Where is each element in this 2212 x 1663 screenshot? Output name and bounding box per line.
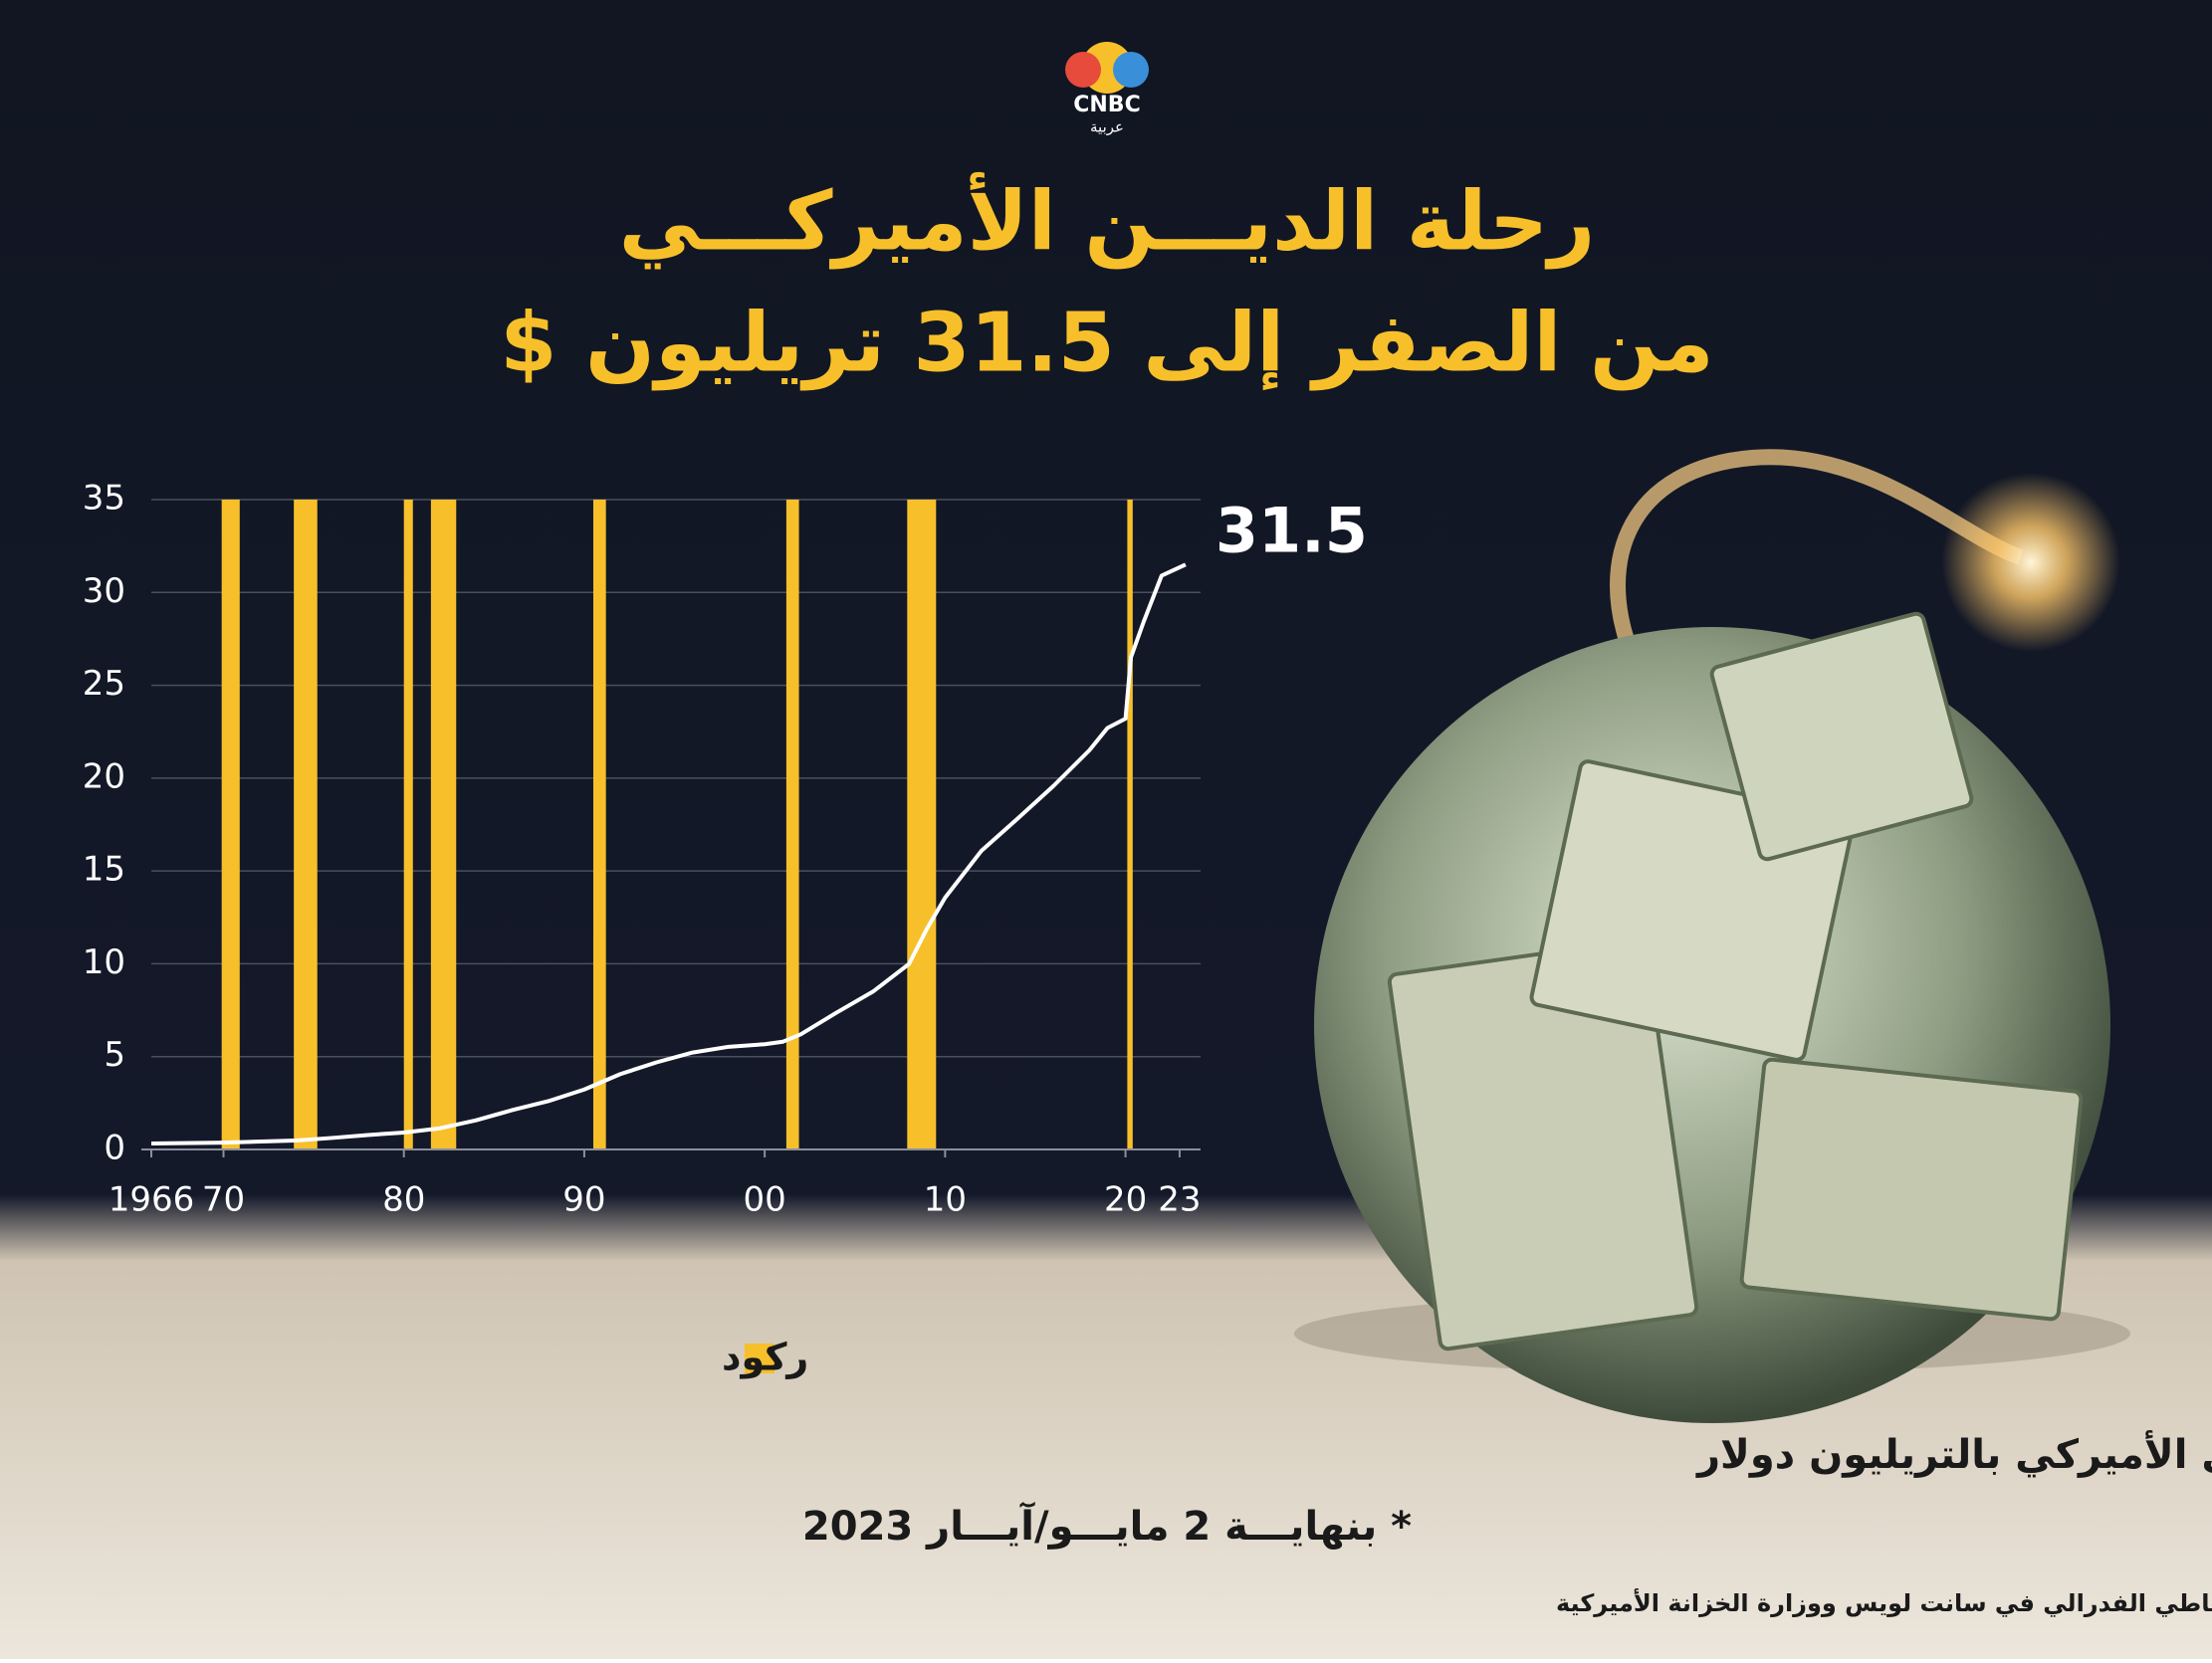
banknote [1709, 611, 1974, 862]
logo-mark [1113, 52, 1149, 88]
y-tick-label: 25 [83, 664, 125, 704]
x-tick-label: 00 [744, 1180, 786, 1220]
logo-subtext: عربية [1090, 118, 1124, 136]
y-tick-label: 30 [83, 571, 125, 611]
chart-title: رحلة الديـــن الأميركـــي [619, 171, 1596, 269]
x-tick-label: 80 [382, 1180, 425, 1220]
x-tick-label: 20 [1104, 1180, 1147, 1220]
end-value-label: 31.5 [1216, 494, 1368, 566]
y-tick-label: 35 [83, 479, 125, 519]
recession-band [221, 500, 240, 1149]
logo-text: CNBC [1073, 93, 1140, 117]
x-tick-label: 23 [1158, 1180, 1201, 1220]
recession-band [294, 500, 318, 1149]
recession-band [592, 500, 606, 1149]
legend-label: ركود [722, 1336, 808, 1379]
y-tick-label: 15 [83, 850, 125, 890]
logo-mark [1065, 52, 1101, 88]
x-tick-label: 10 [924, 1180, 967, 1220]
recession-band [403, 500, 413, 1149]
spark [1941, 473, 2120, 652]
legend-swatch [745, 1344, 774, 1373]
x-tick-label: 70 [202, 1180, 245, 1220]
y-tick-label: 20 [83, 756, 125, 796]
chart-subtitle: من الصفر إلى 31.5 تريليون $ [500, 296, 1713, 391]
recession-band [430, 500, 457, 1149]
banknote [1739, 1057, 2084, 1322]
y-tick-label: 0 [104, 1129, 125, 1168]
description: إجمالي الدين العام الفدرالي الأميركي بال… [1695, 1429, 2212, 1478]
x-tick-label: 1966 [109, 1180, 195, 1220]
banknote [1387, 937, 1699, 1351]
debt-line [150, 562, 1187, 1146]
recession-band [1127, 500, 1133, 1149]
note: * بنهايـــة 2 مايـــو/آيـــار 2023 [802, 1501, 1412, 1550]
recession-band [785, 500, 799, 1149]
y-tick-label: 5 [104, 1035, 125, 1075]
bomb-illustration [1294, 449, 2130, 1423]
logo: CNBC عربية [1065, 42, 1149, 136]
recession-band [907, 500, 937, 1149]
y-tick-label: 10 [83, 942, 125, 982]
source: المصدر: بنك الاحتياطي الفدرالي في سانت ل… [1556, 1588, 2212, 1617]
x-tick-label: 90 [562, 1180, 605, 1220]
